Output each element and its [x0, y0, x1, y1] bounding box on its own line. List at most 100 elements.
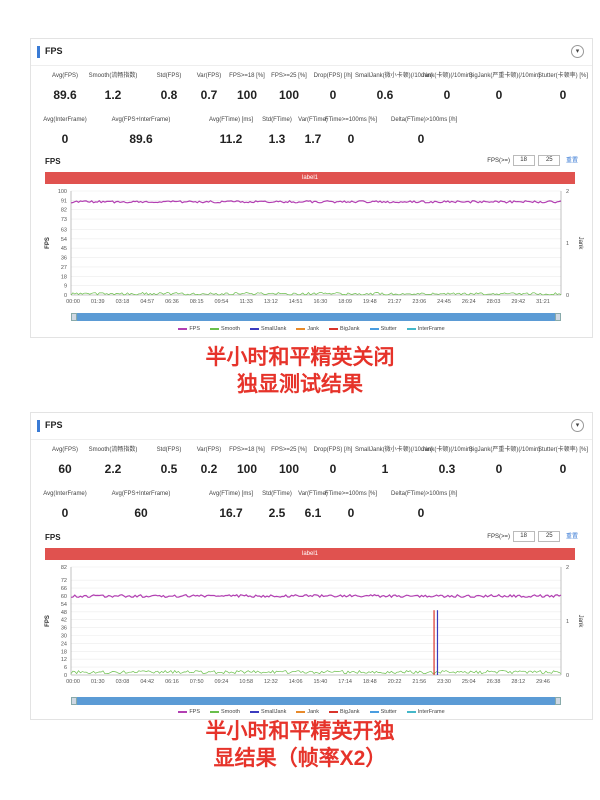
stat-stats_row2-5: FTime>=100ms [%] 0	[321, 117, 381, 146]
fps-threshold-2-input[interactable]: 25	[538, 155, 561, 166]
stat-value: 89.6	[53, 88, 77, 102]
legend-label: Jank	[307, 326, 319, 332]
panel-header: FPS ▾	[31, 39, 592, 66]
legend-item[interactable]: Jank	[296, 326, 319, 332]
series-line-fps	[70, 200, 562, 204]
x-tick-label: 04:57	[140, 299, 154, 305]
label-bar[interactable]: label1	[45, 548, 575, 560]
stat-value: 1.3	[268, 132, 286, 146]
legend-item[interactable]: InterFrame	[406, 326, 445, 332]
stat-stats_row1-0: Avg(FPS) 89.6	[35, 73, 95, 102]
scroll-handle-right[interactable]	[555, 697, 561, 705]
stat-stats_row1-8: Jank(卡顿)(/10min) 0	[417, 73, 477, 102]
stat-stats_row1-3: Var(FPS) 0.2	[179, 447, 239, 476]
stat-label: FPS>=25 [%]	[271, 73, 307, 79]
legend-item[interactable]: SmallJank	[249, 326, 287, 332]
fps-panel-2: FPS ▾ Avg(FPS) 60 Smooth(流畅指数) 2.2 Std(FPS) 0…	[30, 412, 593, 720]
y-tick-label: 100	[58, 189, 67, 195]
legend-swatch	[296, 710, 306, 713]
legend-swatch	[178, 710, 188, 713]
collapse-chevron-icon[interactable]: ▾	[571, 45, 584, 58]
scroll-handle-left[interactable]	[71, 697, 77, 705]
legend-swatch	[328, 710, 338, 713]
stat-value: 0	[61, 506, 69, 520]
x-tick-label: 31:21	[536, 299, 550, 305]
legend-item[interactable]: Smooth	[210, 709, 240, 715]
x-tick-label: 07:50	[190, 679, 204, 685]
stat-stats_row2-0: Avg(InterFrame) 0	[35, 491, 95, 520]
legend-swatch	[249, 327, 259, 330]
stat-label: Jank(卡顿)(/10min)	[421, 73, 473, 79]
legend-item[interactable]: InterFrame	[406, 709, 445, 715]
stat-value: 0.7	[200, 88, 218, 102]
filter-label: FPS(>=)	[487, 534, 510, 541]
stat-label: BigJank(严重卡顿)(/10min)	[469, 447, 541, 453]
stat-stats_row1-9: BigJank(严重卡顿)(/10min) 0	[469, 73, 540, 102]
stat-label: Avg(FPS)	[52, 73, 78, 79]
stat-value: 100	[236, 462, 258, 476]
stat-stats_row1-1: Smooth(流畅指数) 1.2	[83, 73, 143, 102]
legend-item[interactable]: BigJank	[328, 709, 360, 715]
y-tick-label: 82	[61, 208, 67, 214]
legend-item[interactable]: BigJank	[328, 326, 360, 332]
x-tick-label: 15:40	[313, 679, 327, 685]
stat-stats_row1-4: FPS>=18 [%] 100	[217, 447, 277, 476]
y-tick-label: 12	[61, 657, 67, 663]
panel-title: FPS	[45, 46, 63, 56]
y-tick-label: 45	[61, 246, 67, 252]
panel-title: FPS	[45, 420, 63, 430]
x-tick-label: 12:32	[264, 679, 278, 685]
y-tick-label: 48	[61, 610, 67, 616]
title-accent	[37, 46, 40, 58]
fps-threshold-2-input[interactable]: 25	[538, 531, 561, 542]
y-tick-label: 91	[61, 198, 67, 204]
stat-stats_row2-5: FTime>=100ms [%] 0	[321, 491, 381, 520]
legend-label: FPS	[189, 709, 201, 715]
legend-swatch	[178, 327, 188, 330]
legend-item[interactable]: Stutter	[369, 709, 397, 715]
stat-stats_row1-0: Avg(FPS) 60	[35, 447, 95, 476]
time-range-scrollbar[interactable]	[71, 313, 561, 321]
x-tick-label: 03:08	[116, 679, 130, 685]
y-axis-label: FPS	[45, 237, 51, 249]
reset-button[interactable]: 重置	[565, 158, 578, 165]
stat-stats_row1-6: Drop(FPS) [/h] 0	[303, 447, 363, 476]
x-tick-label: 00:00	[66, 299, 80, 305]
y2-axis-label: Jank	[577, 615, 583, 629]
stat-value: 0	[559, 88, 567, 102]
stat-label: FPS>=25 [%]	[271, 447, 307, 453]
legend-item[interactable]: Jank	[296, 709, 319, 715]
legend-label: SmallJank	[260, 326, 287, 332]
scroll-handle-right[interactable]	[555, 313, 561, 321]
y2-tick-label: 1	[566, 241, 569, 247]
x-tick-label: 04:42	[140, 679, 154, 685]
caption-2: 半小时和平精英开独 显结果（帧率X2）	[205, 720, 395, 770]
stat-label: Smooth(流畅指数)	[88, 447, 138, 453]
legend-item[interactable]: Stutter	[369, 326, 397, 332]
chart-title: FPS	[45, 533, 61, 542]
scroll-handle-left[interactable]	[71, 313, 77, 321]
collapse-chevron-icon[interactable]: ▾	[571, 419, 584, 432]
time-range-scrollbar[interactable]	[71, 697, 561, 705]
stat-value: 0.3	[438, 462, 456, 476]
fps-threshold-1-input[interactable]: 18	[512, 155, 535, 166]
fps-threshold-1-input[interactable]: 18	[512, 531, 535, 542]
stat-value: 0.2	[200, 462, 218, 476]
stat-value: 0	[443, 88, 451, 102]
x-tick-label: 08:15	[190, 299, 204, 305]
legend-item[interactable]: FPS	[178, 326, 200, 332]
legend-swatch	[249, 710, 259, 713]
stat-label: Avg(FPS+InterFrame)	[111, 117, 171, 123]
y-tick-label: 54	[61, 237, 67, 243]
y-tick-label: 36	[61, 256, 67, 262]
stat-stats_row2-6: Delta(FTime)>100ms [/h] 0	[391, 117, 457, 146]
legend-item[interactable]: SmallJank	[249, 709, 286, 715]
stat-stats_row1-10: Stutter(卡顿率) [%] 0	[533, 447, 593, 476]
legend-item[interactable]: FPS	[178, 709, 200, 715]
legend-item[interactable]: Smooth	[210, 326, 240, 332]
label-bar[interactable]: label1	[45, 172, 575, 184]
y-tick-label: 6	[64, 665, 67, 671]
x-tick-label: 25:04	[462, 679, 476, 685]
reset-button[interactable]: 重置	[565, 534, 578, 541]
stat-label: Var(FTime)	[298, 491, 328, 497]
